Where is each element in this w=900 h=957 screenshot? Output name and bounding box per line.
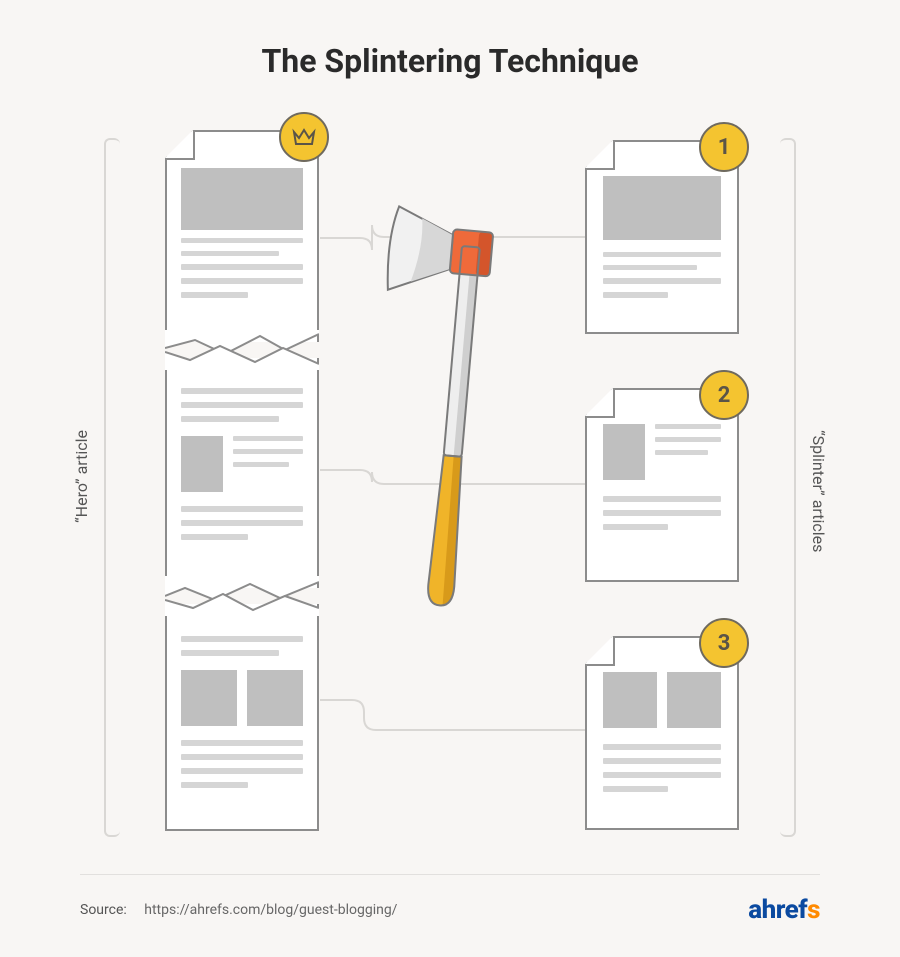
page-fold-icon — [585, 140, 615, 170]
logo-part-2: s — [807, 895, 820, 925]
badge-number: 2 — [718, 383, 731, 408]
crown-icon — [292, 128, 316, 146]
footer: Source: https://ahrefs.com/blog/guest-bl… — [80, 874, 820, 925]
hero-article — [165, 130, 323, 829]
splinter-badge-3: 3 — [699, 618, 749, 668]
splinter-badge-1: 1 — [699, 122, 749, 172]
axe-icon — [370, 186, 540, 626]
right-bracket — [780, 138, 796, 837]
left-bracket — [104, 138, 120, 837]
page-fold-icon — [585, 636, 615, 666]
badge-number: 3 — [718, 631, 731, 656]
badge-number: 1 — [718, 135, 731, 160]
source-url: https://ahrefs.com/blog/guest-blogging/ — [144, 902, 397, 918]
splinter-article-1: 1 — [585, 140, 739, 334]
ahrefs-logo: ahrefs — [748, 895, 820, 925]
tear-icon — [165, 576, 319, 602]
logo-part-1: ahref — [748, 895, 807, 925]
tear-icon — [165, 330, 319, 356]
splinter-label: “Splinter” articles — [809, 430, 828, 552]
crown-badge — [279, 112, 329, 162]
splinter-badge-2: 2 — [699, 370, 749, 420]
splinter-article-3: 3 — [585, 636, 739, 830]
page-fold-icon — [585, 388, 615, 418]
source-label: Source: — [80, 902, 127, 918]
hero-label: “Hero” article — [72, 430, 91, 523]
page-title: The Splintering Technique — [0, 42, 900, 80]
page-fold-icon — [165, 130, 195, 160]
splinter-article-2: 2 — [585, 388, 739, 582]
